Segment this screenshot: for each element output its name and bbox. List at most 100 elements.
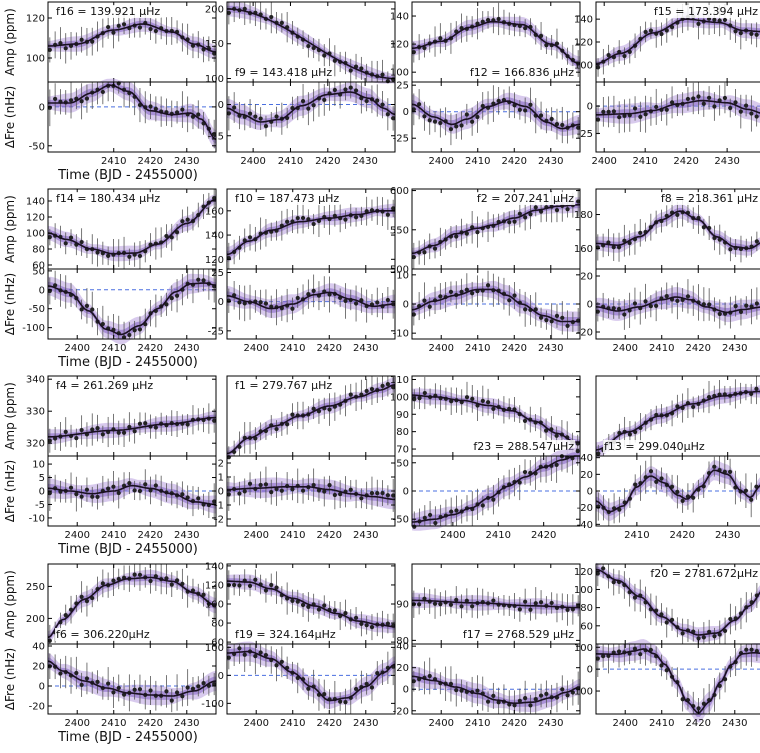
data-point bbox=[664, 668, 669, 673]
data-point bbox=[53, 96, 58, 102]
y-tick-label: 0 bbox=[403, 487, 409, 498]
data-point bbox=[485, 400, 491, 405]
data-point bbox=[180, 107, 185, 112]
data-point bbox=[353, 88, 359, 93]
data-point bbox=[127, 254, 132, 259]
data-point bbox=[258, 300, 263, 305]
data-point bbox=[311, 406, 316, 411]
data-point bbox=[632, 595, 638, 600]
data-point bbox=[348, 85, 353, 90]
data-point bbox=[359, 496, 364, 501]
frequency-label: f10 = 187.473 μHz bbox=[235, 192, 339, 205]
y-tick-label: 80 bbox=[396, 636, 409, 647]
fit-curve bbox=[411, 455, 580, 523]
data-point bbox=[263, 588, 269, 593]
data-point bbox=[359, 66, 364, 71]
y-tick-label: 0 bbox=[403, 107, 409, 118]
data-point bbox=[632, 646, 638, 651]
data-point bbox=[459, 289, 464, 294]
data-point bbox=[417, 602, 422, 607]
data-point bbox=[247, 111, 253, 116]
data-point bbox=[659, 663, 664, 668]
data-point bbox=[533, 307, 538, 312]
uncertainty-band-core bbox=[48, 414, 216, 441]
x-tick-label: 2420 bbox=[138, 718, 163, 729]
x-tick-label: 2430 bbox=[352, 156, 377, 167]
fit-curve bbox=[595, 648, 760, 714]
data-point bbox=[116, 576, 121, 582]
x-tick-label: 2410 bbox=[465, 718, 490, 729]
fit-curve bbox=[412, 599, 580, 609]
y-tick-label: 60 bbox=[211, 638, 224, 649]
y-tick-label: 100 bbox=[26, 229, 45, 240]
data-point bbox=[111, 578, 116, 583]
panel-f13-fre: -40 -20 0 20 40 2410 2420 2430 bbox=[577, 453, 760, 541]
x-tick-label: 2430 bbox=[722, 718, 747, 729]
data-point bbox=[263, 482, 269, 487]
data-point bbox=[480, 503, 485, 508]
panel-f19-fre: -100 0 100 2400 2410 2420 2430 bbox=[201, 641, 396, 729]
data-point bbox=[565, 323, 570, 328]
y-tick-label: 50 bbox=[396, 458, 409, 469]
data-point bbox=[174, 230, 180, 235]
x-tick-label: 2400 bbox=[612, 718, 637, 729]
data-point bbox=[744, 647, 749, 652]
data-point bbox=[475, 114, 480, 120]
label-background bbox=[55, 5, 162, 18]
data-point bbox=[648, 647, 653, 652]
data-point bbox=[438, 602, 443, 607]
data-point bbox=[353, 64, 359, 69]
data-point bbox=[449, 399, 454, 404]
label-background bbox=[475, 192, 576, 205]
data-point bbox=[74, 492, 79, 497]
x-tick-label: 2400 bbox=[428, 156, 453, 167]
data-point bbox=[728, 105, 733, 111]
fit-curve bbox=[227, 8, 395, 80]
data-point bbox=[470, 396, 475, 401]
data-point bbox=[380, 102, 385, 107]
y-tick-label: 120 bbox=[574, 567, 593, 578]
y-tick-label: 100 bbox=[26, 54, 45, 65]
x-tick-label: 2420 bbox=[686, 343, 711, 354]
data-point bbox=[538, 113, 544, 118]
data-point bbox=[643, 29, 648, 35]
fit-curve bbox=[596, 210, 760, 250]
x-tick-label: 2420 bbox=[686, 718, 711, 729]
y-tick-label: 330 bbox=[26, 407, 45, 418]
frequency-label: f8 = 218.361 μHz bbox=[661, 192, 758, 205]
data-point bbox=[153, 106, 158, 111]
data-point bbox=[63, 429, 68, 434]
y-tick-label: 90 bbox=[396, 410, 409, 421]
y-tick-label: 0 bbox=[39, 682, 45, 693]
data-point bbox=[106, 24, 111, 30]
data-point bbox=[212, 499, 217, 504]
data-point bbox=[132, 328, 137, 333]
data-point bbox=[669, 484, 675, 489]
x-tick-label: 2410 bbox=[486, 530, 511, 541]
axes-frame bbox=[226, 81, 396, 153]
data-point bbox=[448, 289, 454, 294]
data-point bbox=[79, 427, 84, 433]
x-tick-label: 2430 bbox=[174, 156, 199, 167]
data-point bbox=[554, 41, 560, 46]
data-point bbox=[611, 579, 616, 585]
data-point bbox=[523, 26, 528, 31]
data-point bbox=[685, 96, 691, 102]
axes-frame bbox=[47, 268, 217, 340]
panel-f9-amp: 100 150 200 f9 = 143.418 μHz bbox=[205, 1, 396, 85]
fit-curve bbox=[411, 394, 580, 443]
data-point bbox=[201, 592, 206, 597]
data-point bbox=[364, 681, 369, 687]
data-point bbox=[475, 688, 480, 693]
data-point bbox=[137, 488, 143, 494]
data-point bbox=[180, 219, 185, 224]
data-point bbox=[654, 479, 659, 484]
label-background bbox=[468, 66, 576, 79]
data-point bbox=[232, 105, 237, 110]
x-tick-label: 2400 bbox=[428, 343, 453, 354]
data-point bbox=[226, 655, 231, 660]
time-axis-label: Time (BJD - 2455000) bbox=[57, 542, 198, 557]
y-tick-label: 2 bbox=[218, 459, 224, 470]
data-point bbox=[90, 307, 95, 312]
